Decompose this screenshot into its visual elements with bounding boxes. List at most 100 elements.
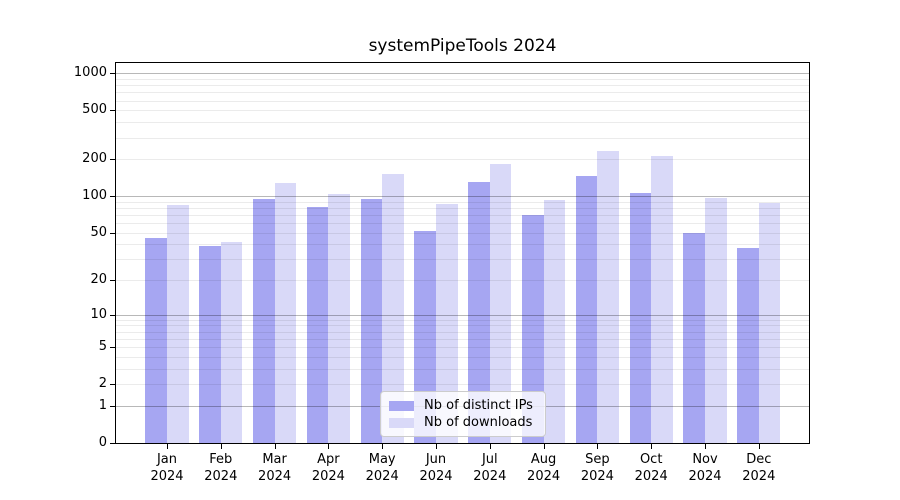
y-tick-mark <box>110 384 115 386</box>
x-tick-year: 2024 <box>204 469 238 484</box>
y-tick-label: 500 <box>82 102 107 118</box>
x-tick-year: 2024 <box>150 469 184 484</box>
y-tick-label: 2 <box>98 376 107 392</box>
bar-apr-downloads <box>328 193 350 443</box>
x-tick-label: May 2024 <box>350 451 414 485</box>
bar-oct-distinct-ips <box>629 193 652 443</box>
x-tick-mark <box>651 444 653 449</box>
bar-sep-downloads <box>597 151 619 443</box>
y-tick-label: 20 <box>90 272 107 288</box>
x-tick-year: 2024 <box>419 469 453 484</box>
plot-area: Nb of distinct IPs Nb of downloads <box>115 62 810 444</box>
x-tick-year: 2024 <box>311 469 345 484</box>
x-tick-label: Jul 2024 <box>458 451 522 485</box>
bars-layer <box>116 63 809 443</box>
x-tick-mark <box>758 444 760 449</box>
y-tick-mark <box>110 405 115 407</box>
y-tick-mark <box>110 314 115 316</box>
x-tick-month: Jul <box>481 452 498 467</box>
x-tick-year: 2024 <box>365 469 399 484</box>
x-tick-month: Nov <box>692 452 718 467</box>
bar-nov-distinct-ips <box>683 232 705 443</box>
x-tick-year: 2024 <box>527 469 561 484</box>
x-tick-year: 2024 <box>473 469 507 484</box>
y-tick-label: 10 <box>90 306 107 322</box>
x-tick-label: Jun 2024 <box>404 451 468 485</box>
x-tick-label: Feb 2024 <box>189 451 253 485</box>
y-tick-label: 1000 <box>73 65 107 81</box>
x-tick-year: 2024 <box>688 469 722 484</box>
x-tick-month: Apr <box>317 452 340 467</box>
bar-jan-downloads <box>167 205 189 443</box>
x-tick-month: May <box>368 452 396 467</box>
x-tick-month: Dec <box>746 452 772 467</box>
x-tick-mark <box>382 444 384 449</box>
x-tick-month: Oct <box>639 452 663 467</box>
y-tick-mark <box>110 159 115 161</box>
legend-swatch-distinct-ips <box>389 400 414 411</box>
x-tick-year: 2024 <box>580 469 614 484</box>
bar-jun-downloads <box>436 204 458 443</box>
bar-mar-distinct-ips <box>253 198 275 443</box>
x-tick-label: Oct 2024 <box>619 451 683 485</box>
x-tick-mark <box>489 444 491 449</box>
x-tick-month: Jun <box>425 452 447 467</box>
bar-dec-downloads <box>758 202 781 443</box>
bar-sep-distinct-ips <box>575 175 598 443</box>
y-tick-label: 200 <box>82 151 107 167</box>
bar-jul-distinct-ips <box>468 181 490 443</box>
bar-feb-distinct-ips <box>199 245 221 443</box>
y-tick-mark <box>110 196 115 198</box>
y-tick-label: 1 <box>98 397 107 413</box>
y-tick-mark <box>110 347 115 349</box>
x-tick-year: 2024 <box>634 469 668 484</box>
chart-title: systemPipeTools 2024 <box>368 36 557 56</box>
x-tick-month: Jan <box>156 452 178 467</box>
x-tick-label: Mar 2024 <box>243 451 307 485</box>
bar-feb-downloads <box>220 241 243 443</box>
x-tick-label: Dec 2024 <box>727 451 791 485</box>
y-tick-mark <box>110 73 115 75</box>
bar-aug-distinct-ips <box>522 214 544 443</box>
legend-swatch-downloads <box>389 417 414 428</box>
bar-oct-downloads <box>651 155 673 443</box>
legend-item-downloads: Nb of downloads <box>389 415 537 430</box>
x-tick-year: 2024 <box>742 469 776 484</box>
x-tick-mark <box>220 444 222 449</box>
x-tick-month: Mar <box>262 452 287 467</box>
bar-jun-distinct-ips <box>414 230 436 443</box>
y-tick-label: 100 <box>82 188 107 204</box>
x-tick-mark <box>328 444 330 449</box>
x-tick-mark <box>436 444 437 449</box>
x-tick-mark <box>705 444 706 449</box>
x-tick-label: Nov 2024 <box>673 451 737 485</box>
y-tick-mark <box>110 280 115 282</box>
x-tick-year: 2024 <box>258 469 292 484</box>
x-tick-mark <box>543 444 545 449</box>
x-tick-label: Jan 2024 <box>135 451 199 485</box>
x-tick-month: Aug <box>530 452 557 467</box>
bar-jul-downloads <box>489 163 512 443</box>
x-tick-month: Sep <box>585 452 610 467</box>
y-tick-label: 0 <box>98 435 107 450</box>
x-tick-month: Feb <box>209 452 233 467</box>
bar-mar-downloads <box>274 183 297 443</box>
bar-may-downloads <box>382 174 404 443</box>
bar-may-distinct-ips <box>360 199 383 443</box>
bar-aug-downloads <box>543 199 566 443</box>
legend-label-distinct-ips: Nb of distinct IPs <box>424 398 533 413</box>
y-tick-mark <box>110 110 115 112</box>
x-tick-mark <box>274 444 276 449</box>
y-tick-label: 5 <box>98 339 107 355</box>
x-tick-mark <box>167 444 168 449</box>
y-tick-mark <box>110 443 115 444</box>
legend-label-downloads: Nb of downloads <box>424 415 533 430</box>
legend-item-distinct-ips: Nb of distinct IPs <box>389 398 537 413</box>
x-tick-mark <box>597 444 599 449</box>
bar-apr-distinct-ips <box>306 207 329 443</box>
y-tick-label: 50 <box>90 224 107 240</box>
x-tick-label: Apr 2024 <box>296 451 360 485</box>
bar-dec-distinct-ips <box>737 248 759 443</box>
bar-nov-downloads <box>705 197 727 443</box>
